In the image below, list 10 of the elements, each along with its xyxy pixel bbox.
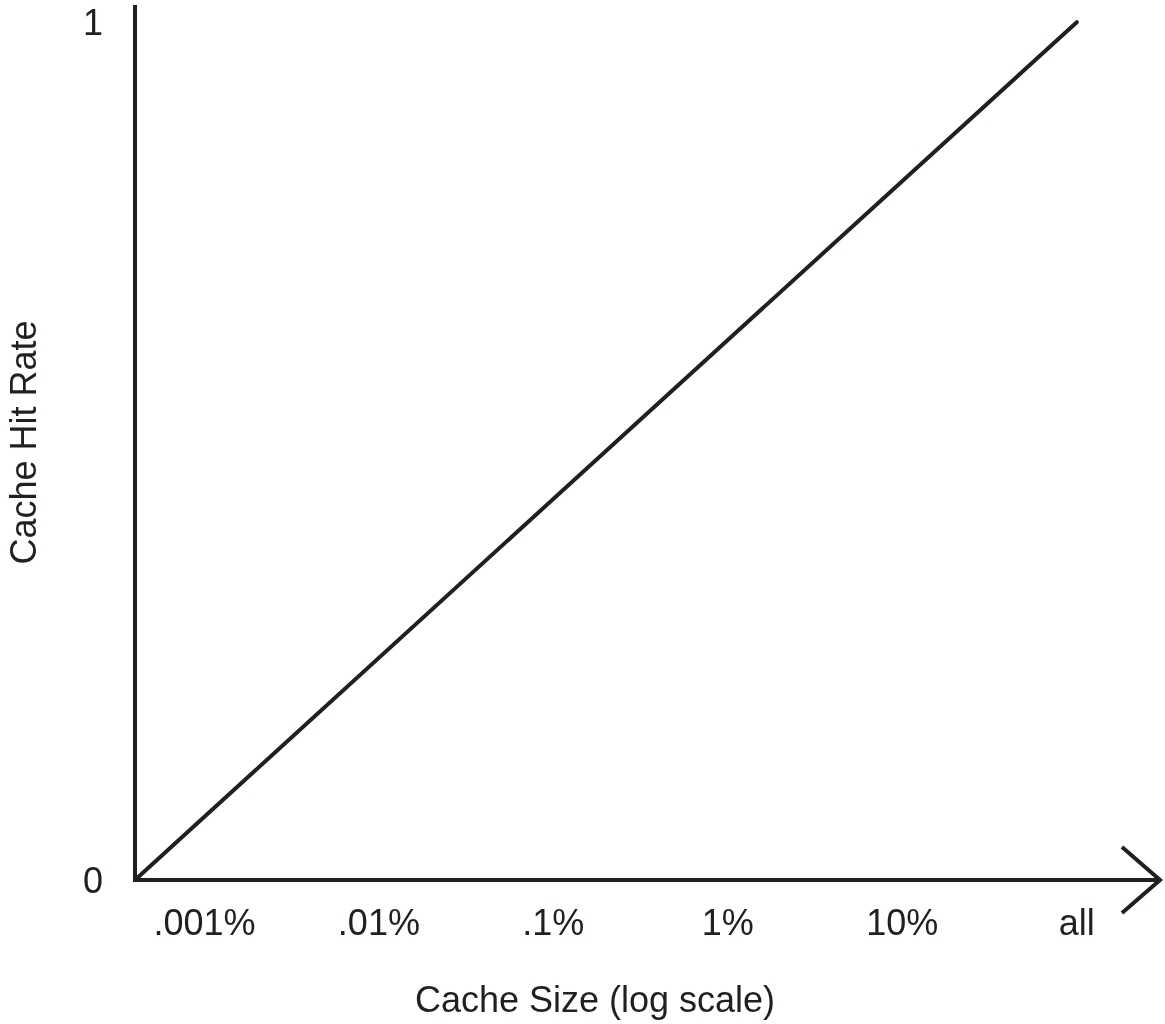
x-tick-label: 10% xyxy=(866,902,939,943)
x-axis-title: Cache Size (log scale) xyxy=(414,979,776,1020)
x-tick-label: all xyxy=(1058,902,1095,943)
x-tick-label: .001% xyxy=(153,902,256,943)
x-tick-label: .1% xyxy=(522,902,585,943)
x-tick-label: 1% xyxy=(701,902,754,943)
x-tick-label: .01% xyxy=(337,902,420,943)
y-axis-title: Cache Hit Rate xyxy=(3,320,44,565)
y-tick-label: 1 xyxy=(82,1,103,43)
y-tick-label: 0 xyxy=(82,859,103,901)
